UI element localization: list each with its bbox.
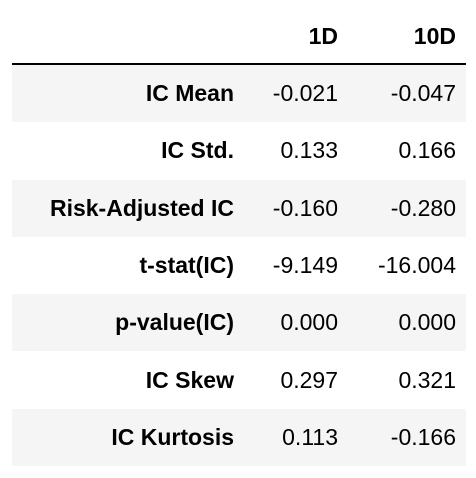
- table-header: 1D 10D: [12, 10, 466, 65]
- table-body: IC Mean -0.021 -0.047 IC Std. 0.133 0.16…: [12, 64, 466, 467]
- cell-ic-std-1d: 0.133: [280, 137, 338, 164]
- header-row: 1D 10D: [12, 10, 466, 65]
- row-label-risk-adjusted-ic: Risk-Adjusted IC: [49, 194, 234, 221]
- cell-p-value-ic-10d: 0.000: [398, 309, 456, 336]
- column-header-1d: 1D: [242, 10, 348, 65]
- table-row: IC Std. 0.133 0.166: [12, 122, 466, 180]
- cell-ic-skew-1d: 0.297: [280, 366, 338, 393]
- column-header-10d: 10D: [348, 10, 466, 65]
- cell-risk-adjusted-ic-10d: -0.280: [390, 194, 456, 221]
- row-label-t-stat-ic: t-stat(IC): [139, 252, 234, 279]
- ic-summary-table-container: 1D 10D IC Mean -0.021 -0.047 IC Std. 0.1…: [12, 10, 466, 467]
- cell-t-stat-ic-1d: -9.149: [272, 252, 338, 279]
- table-row: IC Kurtosis 0.113 -0.166: [12, 408, 466, 467]
- table-row: IC Skew 0.297 0.321: [12, 351, 466, 409]
- cell-ic-std-10d: 0.166: [398, 137, 456, 164]
- row-label-ic-std: IC Std.: [161, 137, 234, 164]
- cell-ic-skew-10d: 0.321: [398, 366, 456, 393]
- row-label-ic-kurtosis: IC Kurtosis: [111, 423, 234, 450]
- row-label-p-value-ic: p-value(IC): [115, 309, 234, 336]
- cell-ic-mean-10d: -0.047: [390, 80, 456, 107]
- table-row: p-value(IC) 0.000 0.000: [12, 294, 466, 352]
- table-row: t-stat(IC) -9.149 -16.004: [12, 236, 466, 295]
- table-row: Risk-Adjusted IC -0.160 -0.280: [12, 179, 466, 237]
- row-label-ic-skew: IC Skew: [145, 366, 234, 393]
- header-blank-cell: [12, 10, 242, 65]
- cell-risk-adjusted-ic-1d: -0.160: [272, 194, 338, 221]
- row-label-ic-mean: IC Mean: [145, 80, 234, 107]
- cell-ic-kurtosis-10d: -0.166: [390, 423, 456, 450]
- cell-t-stat-ic-10d: -16.004: [377, 252, 456, 279]
- cell-ic-kurtosis-1d: 0.113: [282, 423, 338, 450]
- table-row: IC Mean -0.021 -0.047: [12, 64, 466, 123]
- cell-ic-mean-1d: -0.021: [272, 80, 338, 107]
- ic-summary-table: 1D 10D IC Mean -0.021 -0.047 IC Std. 0.1…: [12, 10, 466, 467]
- cell-p-value-ic-1d: 0.000: [280, 309, 338, 336]
